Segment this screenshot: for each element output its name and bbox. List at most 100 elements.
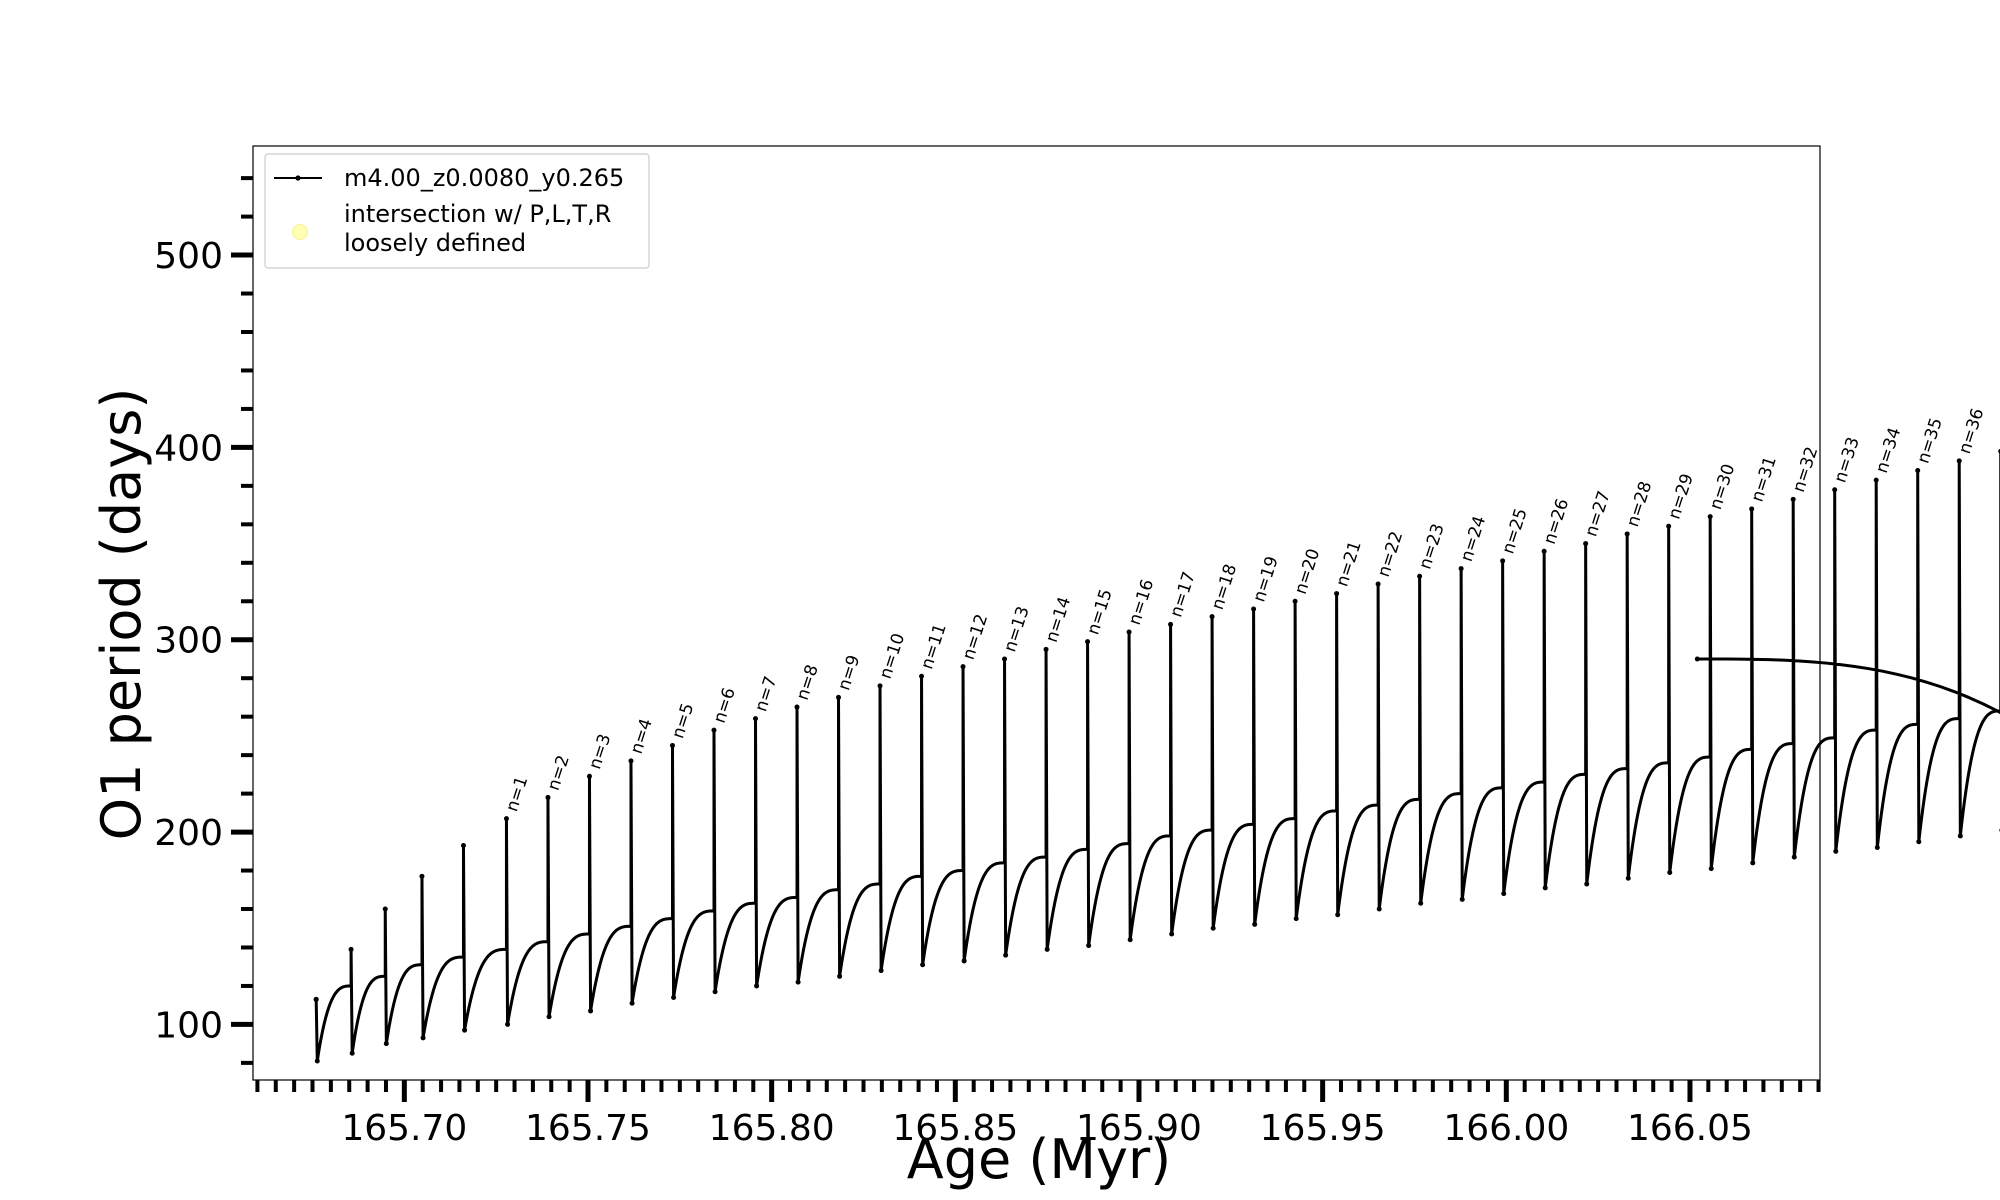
y-tick-label: 100	[154, 1005, 223, 1046]
y-axis-title: O1 period (days)	[90, 388, 153, 841]
cycle-trough-point	[1542, 885, 1548, 891]
y-tick-label: 400	[154, 428, 223, 469]
cycle-peak-point	[1873, 477, 1879, 483]
cycle-peak-point	[1375, 581, 1381, 587]
x-tick-label: 165.85	[892, 1108, 1018, 1149]
cycle-trough-point	[1252, 921, 1258, 927]
cycle-trough-point	[1874, 844, 1880, 850]
cycle-trough-point	[629, 1000, 635, 1006]
cycle-trough-point	[1833, 848, 1839, 854]
y-tick-label: 200	[154, 813, 223, 854]
cycle-peak-point	[1168, 621, 1174, 627]
cycle-peak-point	[628, 758, 634, 764]
cycle-trough-point	[1418, 900, 1424, 906]
cycle-trough-point	[795, 979, 801, 985]
cycle-peak-point	[1209, 614, 1215, 620]
series-layer	[313, 448, 2000, 1064]
cycle-trough-point	[1667, 869, 1673, 875]
cycle-peak-point	[382, 906, 388, 912]
cycle-peak-point	[711, 727, 717, 733]
cycle-peak-point	[752, 716, 758, 722]
cycle-peak-point	[1126, 629, 1132, 635]
cycle-trough-point	[1293, 916, 1299, 922]
cycle-peak-point	[1002, 656, 1008, 662]
cycle-peak-point	[836, 694, 842, 700]
cycle-trough-point	[1957, 833, 1963, 839]
legend-entry-series: m4.00_z0.0080_y0.265	[344, 164, 624, 192]
cycle-trough-point	[314, 1058, 320, 1064]
x-tick-label: 165.70	[341, 1108, 467, 1149]
cycle-peak-point	[960, 664, 966, 670]
legend-circle-marker	[292, 224, 308, 240]
cycle-trough-point	[420, 1035, 426, 1041]
cycle-peak-point	[1417, 573, 1423, 579]
x-axis-title: Age (Myr)	[907, 1128, 1172, 1191]
x-tick-label: 165.95	[1260, 1108, 1386, 1149]
cycle-peak-point	[1085, 639, 1091, 645]
x-tick-label: 166.05	[1627, 1108, 1753, 1149]
cycle-trough-point	[588, 1008, 594, 1014]
cycle-trough-point	[1335, 912, 1341, 918]
legend-entry-intersection-line1: intersection w/ P,L,T,R	[344, 200, 611, 228]
cycle-trough-point	[546, 1014, 552, 1020]
cycle-peak-point	[1749, 506, 1755, 512]
cycle-peak-point	[669, 743, 675, 749]
cycle-trough-point	[754, 983, 760, 989]
cycle-trough-point	[1169, 931, 1175, 937]
cycle-peak-point	[1292, 598, 1298, 604]
x-tick-label: 165.75	[525, 1108, 651, 1149]
cycle-trough-point	[1916, 839, 1922, 845]
cycle-peak-point	[1624, 531, 1630, 537]
cycle-trough-point	[671, 994, 677, 1000]
cycle-peak-point	[1500, 558, 1506, 564]
cycle-trough-point	[1210, 925, 1216, 931]
legend-entry-intersection-line2: loosely defined	[344, 229, 526, 257]
legend-dot-marker	[295, 175, 301, 181]
cycle-trough-point	[961, 958, 967, 964]
cycle-peak-point	[1043, 646, 1049, 652]
cycle-trough-point	[1459, 896, 1465, 902]
cycle-trough-point	[1625, 875, 1631, 881]
x-tick-label: 165.90	[1076, 1108, 1202, 1149]
y-tick-label: 300	[154, 621, 223, 662]
cycle-trough-point	[505, 1021, 511, 1027]
cycle-trough-point	[1708, 866, 1714, 872]
cycle-trough-point	[1003, 952, 1009, 958]
cycle-trough-point	[462, 1027, 468, 1033]
y-tick-label: 500	[154, 236, 223, 277]
series-line	[314, 449, 2000, 1063]
cycle-peak-point	[1583, 541, 1589, 547]
cycle-trough-point	[920, 962, 926, 968]
cycle-peak-point	[545, 794, 551, 800]
cycle-peak-point	[460, 843, 466, 849]
cycle-peak-point	[1707, 514, 1713, 520]
cycle-peak-point	[1956, 458, 1962, 464]
cycle-peak-point	[586, 773, 592, 779]
cycle-trough-point	[837, 973, 843, 979]
cycle-peak-point	[419, 873, 425, 879]
legend: m4.00_z0.0080_y0.265 intersection w/ P,L…	[264, 153, 650, 269]
cycle-peak-point	[1790, 496, 1796, 502]
cycle-peak-point	[1541, 548, 1547, 554]
cycle-peak-point	[1832, 487, 1838, 493]
cycle-peak-point	[919, 673, 925, 679]
series-start-point	[313, 996, 319, 1002]
cycle-trough-point	[1584, 881, 1590, 887]
x-tick-label: 165.80	[709, 1108, 835, 1149]
cycle-trough-point	[1086, 943, 1092, 949]
cycle-peak-point	[877, 683, 883, 689]
cycle-peak-point	[348, 946, 354, 952]
legend-box	[264, 153, 650, 269]
cycle-trough-point	[383, 1041, 389, 1047]
cycle-trough-point	[878, 968, 884, 974]
cycle-peak-point	[1458, 566, 1464, 572]
cycle-trough-point	[349, 1050, 355, 1056]
cycle-peak-point	[1666, 523, 1672, 529]
axis-tick-layer: 100 200 300 400 500 165.70 165.75 165.80 165.85 1…	[154, 176, 1821, 1149]
cycle-peak-point	[1251, 606, 1257, 612]
plot-area-frame	[252, 145, 1821, 1081]
cycle-trough-point	[1376, 906, 1382, 912]
cycle-trough-point	[712, 989, 718, 995]
cycle-peak-point	[1334, 591, 1340, 597]
